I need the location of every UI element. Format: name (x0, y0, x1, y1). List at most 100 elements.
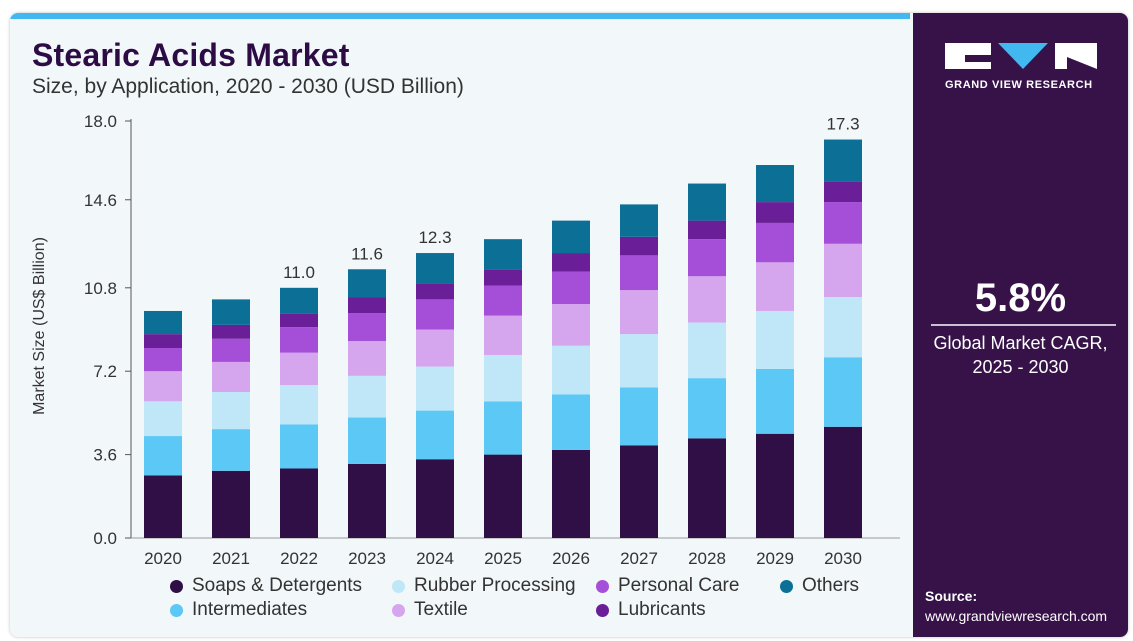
legend-label: Personal Care (618, 575, 740, 596)
bar-segment (348, 341, 386, 376)
bar-segment (756, 165, 794, 203)
legend-item: Others (780, 575, 859, 597)
bar-segment (348, 463, 386, 538)
y-axis-label: Market Size (US$ Billion) (31, 237, 48, 415)
bar-segment (280, 287, 318, 314)
bar-segment (212, 392, 250, 430)
bar-segment (416, 253, 454, 284)
bar-segment (484, 285, 522, 316)
bar-segment (620, 334, 658, 388)
bar-segment (280, 352, 318, 386)
x-tick-label: 2024 (416, 549, 454, 568)
bar-segment (416, 366, 454, 411)
bar-segment (416, 299, 454, 330)
bar-segment (416, 459, 454, 538)
bar-segment (552, 271, 590, 305)
cagr-label-line1: Global Market CAGR, (933, 333, 1108, 353)
bar-segment (824, 357, 862, 427)
bar-segment (348, 313, 386, 342)
legend-item: Lubricants (596, 599, 706, 621)
bar-total-label: 12.3 (418, 228, 451, 247)
legend-swatch (170, 603, 183, 617)
bar-segment (824, 426, 862, 538)
bar-segment (824, 297, 862, 358)
bar-segment (212, 429, 250, 471)
bar-segment (620, 204, 658, 237)
bar-segment (756, 262, 794, 311)
x-tick-label: 2030 (824, 549, 862, 568)
bar-segment (144, 310, 182, 335)
bar-segment (824, 202, 862, 244)
page-title: Stearic Acids Market (32, 37, 350, 73)
bar-segment (688, 438, 726, 538)
bar-total-label: 11.6 (351, 244, 383, 263)
legend-item: Soaps & Detergents (170, 575, 362, 597)
legend-item: Textile (392, 599, 468, 621)
bar-segment (212, 299, 250, 325)
y-tick-label: 0.0 (93, 529, 117, 548)
y-tick-label: 3.6 (93, 446, 117, 465)
bar-segment (144, 436, 182, 476)
bar-segment (212, 470, 250, 538)
source-url[interactable]: www.grandviewresearch.com (925, 608, 1108, 624)
chart-card: Stearic Acids Market Size, by Applicatio… (10, 13, 1128, 637)
bar-segment (552, 304, 590, 346)
bar-segment (348, 269, 386, 298)
bar-segment (416, 410, 454, 460)
sidebar: GRAND VIEW RESEARCH 5.8% Global Market C… (913, 13, 1128, 637)
bar-segment (688, 183, 726, 221)
bar-segment (484, 401, 522, 455)
legend-swatch (392, 603, 405, 617)
legend-swatch (596, 603, 609, 617)
legend-label: Others (802, 575, 860, 596)
legend-swatch (596, 579, 609, 593)
bar-segment (144, 401, 182, 437)
cagr-label-line2: 2025 - 2030 (972, 357, 1069, 377)
logo-text: GRAND VIEW RESEARCH (945, 79, 1093, 91)
legend-item: Personal Care (596, 575, 739, 597)
bar-segment (756, 310, 794, 369)
legend-label: Soaps & Detergents (192, 575, 363, 596)
bar-segment (144, 371, 182, 402)
bar-total-label: 11.0 (283, 263, 315, 282)
bar-segment (280, 313, 318, 328)
bar-segment (756, 202, 794, 223)
y-tick-label: 18.0 (84, 112, 117, 131)
bar-segment (212, 338, 250, 362)
legend-swatch (780, 579, 793, 593)
bar-segment (484, 269, 522, 286)
legend-item: Intermediates (170, 599, 307, 621)
bar-segment (484, 354, 522, 402)
accent-bar (10, 13, 910, 19)
chart-legend: Soaps & Detergents Rubber Processing Perso… (170, 575, 890, 627)
bar-segment (484, 454, 522, 538)
cagr-value: 5.8% (974, 276, 1067, 320)
bar-segment (824, 139, 862, 182)
legend-label: Rubber Processing (414, 575, 576, 596)
bar-segment (552, 253, 590, 272)
legend-swatch (170, 579, 183, 593)
x-tick-label: 2027 (620, 549, 658, 568)
source-title: Source: (925, 588, 978, 604)
bar-segment (552, 345, 590, 395)
bar-segment (280, 385, 318, 425)
x-tick-label: 2026 (552, 549, 590, 568)
bar-segment (620, 445, 658, 538)
legend-label: Textile (414, 599, 468, 620)
bar-segment (620, 290, 658, 335)
legend-item: Rubber Processing (392, 575, 576, 597)
bar-segment (756, 433, 794, 538)
bar-segment (348, 417, 386, 464)
bar-segment (144, 348, 182, 372)
x-tick-label: 2020 (144, 549, 182, 568)
bar-segment (620, 255, 658, 291)
bar-segment (688, 378, 726, 439)
bar-segment (824, 181, 862, 203)
bar-segment (348, 375, 386, 418)
bar-segment (484, 315, 522, 355)
bar-segment (824, 243, 862, 298)
bar-segment (416, 283, 454, 300)
bar-segment (212, 324, 250, 339)
bar-segment (688, 220, 726, 240)
bar-segment (280, 424, 318, 469)
